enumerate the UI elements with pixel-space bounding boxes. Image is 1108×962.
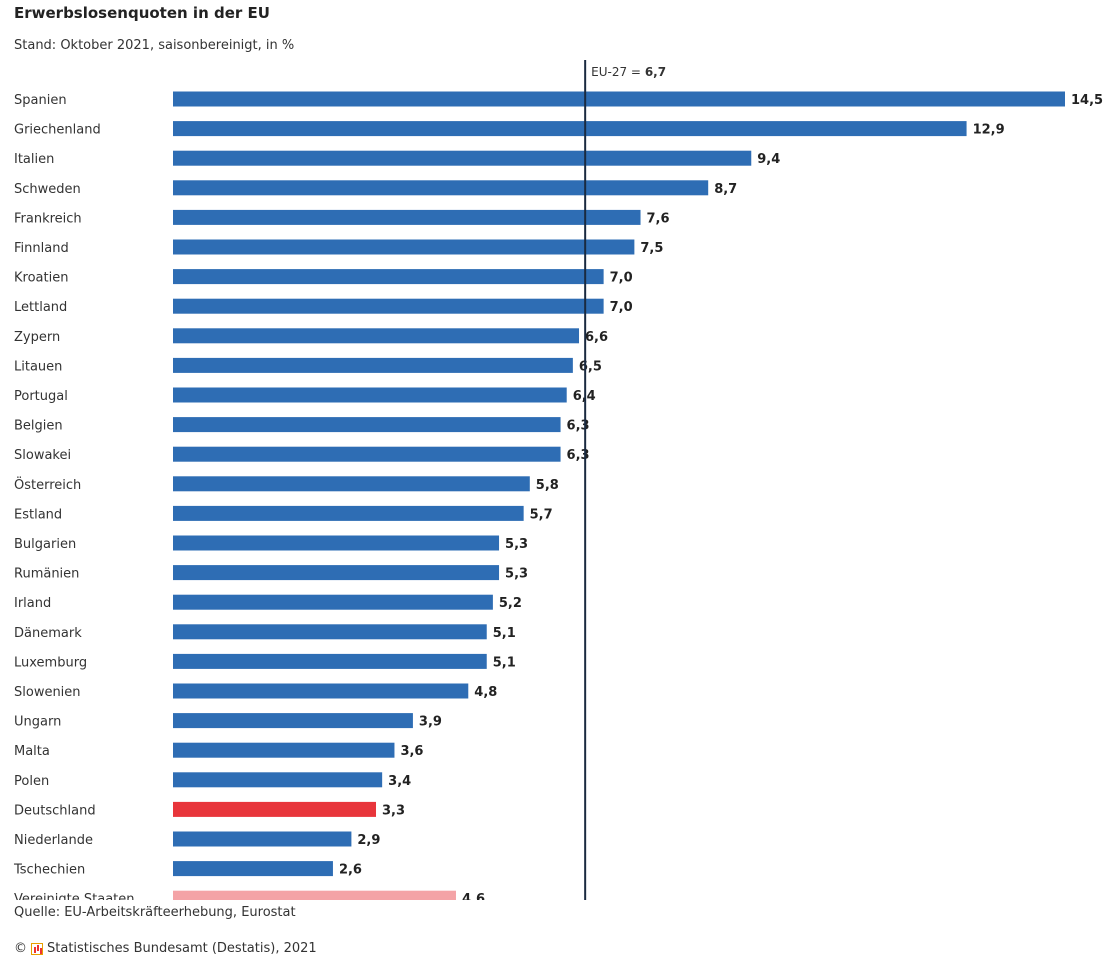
category-label: Deutschland bbox=[14, 803, 96, 818]
bar bbox=[173, 357, 573, 373]
value-label: 5,7 bbox=[530, 507, 553, 522]
bar-chart: Spanien 14,5 Griechenland 12,9 Italien 9,4 Sch… bbox=[13, 60, 1103, 900]
value-label: 3,6 bbox=[400, 744, 423, 759]
reference-label: EU-27 = 6,7 bbox=[591, 65, 666, 79]
value-label: 5,2 bbox=[499, 596, 522, 611]
category-label: Tschechien bbox=[13, 863, 85, 878]
copyright-symbol: © bbox=[14, 941, 27, 956]
bar bbox=[173, 417, 561, 433]
bar bbox=[173, 505, 524, 521]
bar bbox=[173, 150, 752, 166]
value-label: 4,8 bbox=[474, 685, 497, 700]
value-label: 4,6 bbox=[462, 892, 485, 900]
value-label: 6,3 bbox=[567, 448, 590, 463]
category-label: Kroatien bbox=[14, 271, 68, 286]
chart-title: Erwerbslosenquoten in der EU bbox=[14, 4, 270, 22]
bar bbox=[173, 565, 500, 581]
bar bbox=[173, 209, 641, 225]
category-label: Slowakei bbox=[14, 448, 71, 463]
chart-subtitle: Stand: Oktober 2021, saisonbereinigt, in… bbox=[14, 38, 295, 53]
reference-label-prefix: EU-27 = bbox=[591, 65, 645, 79]
category-label: Irland bbox=[14, 596, 51, 611]
bar bbox=[173, 121, 967, 137]
value-label: 6,3 bbox=[567, 419, 590, 434]
bar bbox=[173, 890, 456, 900]
bar bbox=[173, 683, 469, 699]
bar bbox=[173, 742, 395, 758]
bar bbox=[173, 624, 487, 640]
value-label: 3,9 bbox=[419, 715, 442, 730]
bar bbox=[173, 831, 352, 847]
bar bbox=[173, 91, 1065, 107]
category-label: Ungarn bbox=[14, 715, 61, 730]
value-label: 3,3 bbox=[382, 803, 405, 818]
value-label: 6,5 bbox=[579, 359, 602, 374]
category-label: Dänemark bbox=[14, 626, 82, 641]
category-label: Belgien bbox=[14, 419, 63, 434]
bar bbox=[173, 387, 567, 403]
bar bbox=[173, 772, 383, 788]
value-label: 9,4 bbox=[757, 152, 780, 167]
category-label: Frankreich bbox=[14, 211, 82, 226]
value-label: 5,1 bbox=[493, 626, 516, 641]
value-label: 12,9 bbox=[973, 123, 1005, 138]
category-label: Litauen bbox=[14, 359, 62, 374]
category-label: Malta bbox=[14, 744, 50, 759]
value-label: 5,8 bbox=[536, 478, 559, 493]
value-label: 5,1 bbox=[493, 655, 516, 670]
bar bbox=[173, 269, 604, 285]
category-label: Schweden bbox=[14, 182, 81, 197]
category-label: Österreich bbox=[14, 476, 81, 493]
source-note: Quelle: EU-Arbeitskräfteerhebung, Eurost… bbox=[14, 905, 296, 920]
reference-label-value: 6,7 bbox=[645, 65, 666, 79]
category-label: Italien bbox=[14, 152, 54, 167]
destatis-logo-icon bbox=[31, 942, 43, 955]
bar bbox=[173, 239, 635, 255]
bar bbox=[173, 594, 493, 610]
category-label: Luxemburg bbox=[14, 655, 87, 670]
value-label: 7,0 bbox=[610, 300, 633, 315]
bar bbox=[173, 861, 333, 877]
value-label: 2,6 bbox=[339, 863, 362, 878]
value-label: 3,4 bbox=[388, 774, 411, 789]
value-label: 5,3 bbox=[505, 567, 528, 582]
bar bbox=[173, 653, 487, 669]
bar bbox=[173, 535, 500, 551]
bar bbox=[173, 713, 413, 729]
bar bbox=[173, 328, 580, 344]
category-label: Estland bbox=[14, 507, 62, 522]
category-label: Griechenland bbox=[14, 123, 101, 138]
value-label: 7,5 bbox=[640, 241, 663, 256]
category-label: Vereinigte Staaten bbox=[14, 892, 135, 900]
value-label: 8,7 bbox=[714, 182, 737, 197]
bar bbox=[173, 180, 709, 196]
bar bbox=[173, 446, 561, 462]
credit-line: © Statistisches Bundesamt (Destatis), 20… bbox=[14, 941, 317, 956]
value-label: 7,6 bbox=[647, 211, 670, 226]
category-label: Portugal bbox=[14, 389, 68, 404]
value-label: 5,3 bbox=[505, 537, 528, 552]
category-label: Niederlande bbox=[14, 833, 93, 848]
value-label: 6,6 bbox=[585, 330, 608, 345]
category-label: Polen bbox=[14, 774, 49, 789]
bar bbox=[173, 801, 377, 817]
category-label: Finnland bbox=[14, 241, 69, 256]
value-label: 2,9 bbox=[357, 833, 380, 848]
category-label: Bulgarien bbox=[14, 537, 76, 552]
category-label: Lettland bbox=[14, 300, 67, 315]
category-label: Slowenien bbox=[14, 685, 81, 700]
category-label: Rumänien bbox=[14, 567, 79, 582]
bar bbox=[173, 476, 530, 492]
credit-text: Statistisches Bundesamt (Destatis), 2021 bbox=[47, 941, 317, 956]
category-label: Zypern bbox=[14, 330, 60, 345]
category-label: Spanien bbox=[14, 93, 67, 108]
value-label: 14,5 bbox=[1071, 93, 1103, 108]
bar bbox=[173, 298, 604, 314]
value-label: 7,0 bbox=[610, 271, 633, 286]
